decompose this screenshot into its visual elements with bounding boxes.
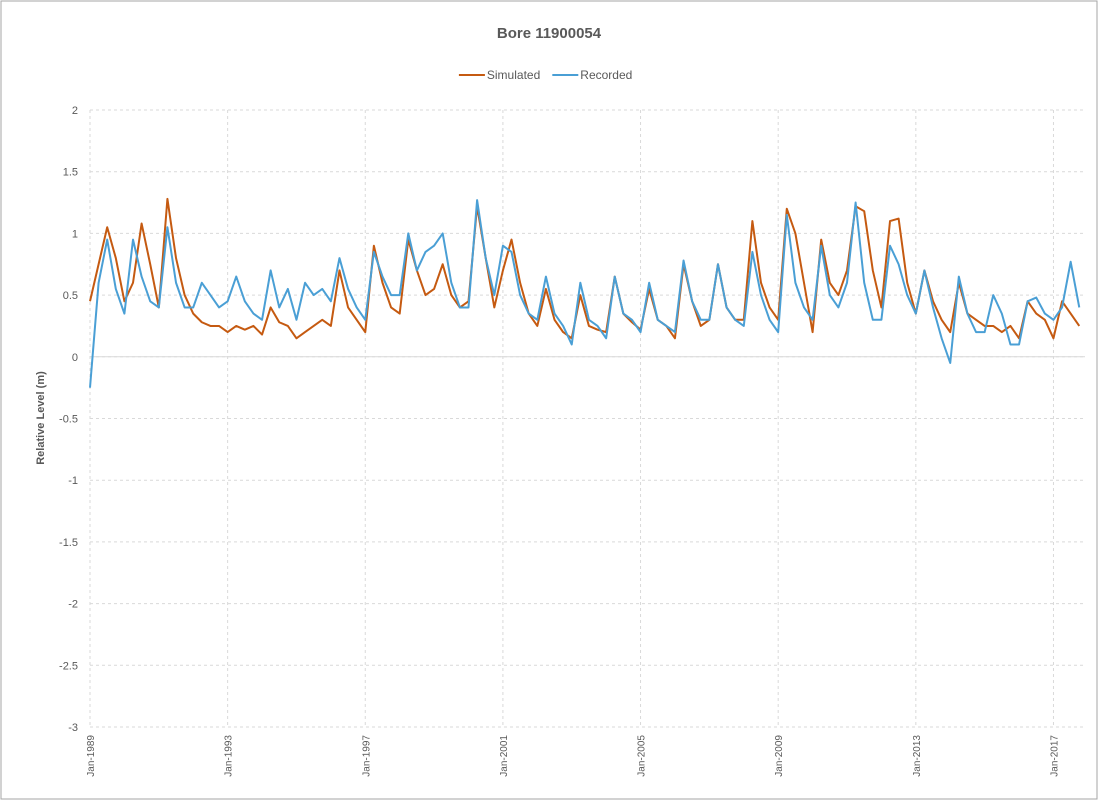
legend: Simulated Recorded <box>458 68 632 82</box>
series-line <box>89 199 1081 388</box>
y-tick-label: -2 <box>68 599 78 611</box>
y-tick-label: -0.5 <box>59 414 78 426</box>
x-tick-label: Jan-1989 <box>86 735 97 777</box>
x-tick-label: Jan-2009 <box>774 735 785 777</box>
x-tick-label: Jan-1997 <box>361 735 372 777</box>
x-tick-label: Jan-2013 <box>912 735 923 777</box>
ticks: -3 -2.5 -2 -1.5 -1 -0.5 0 0.5 1 1.5 2 Jan-1989 Jan-1… <box>59 105 1085 777</box>
y-tick-label: 0.5 <box>63 290 78 302</box>
y-tick-label: -3 <box>68 722 78 734</box>
y-tick-label: 0 <box>72 352 78 364</box>
legend-label: Simulated <box>487 68 540 82</box>
y-tick-label: 1.5 <box>63 167 78 179</box>
chart-title: Bore 11900054 <box>497 25 602 42</box>
y-axis-label: Relative Level (m) <box>35 371 47 465</box>
lines <box>89 197 1081 388</box>
y-tick-label: -1 <box>68 475 78 487</box>
x-tick-label: Jan-1993 <box>224 735 235 777</box>
y-tick-label: -1.5 <box>59 537 78 549</box>
y-tick-label: -2.5 <box>59 660 78 672</box>
x-tick-label: Jan-2001 <box>499 735 510 777</box>
legend-label: Recorded <box>580 68 632 82</box>
x-tick-label: Jan-2005 <box>637 735 648 777</box>
x-tick-label: Jan-2017 <box>1049 735 1060 777</box>
y-tick-label: 2 <box>72 105 78 117</box>
y-tick-label: 1 <box>72 228 78 240</box>
